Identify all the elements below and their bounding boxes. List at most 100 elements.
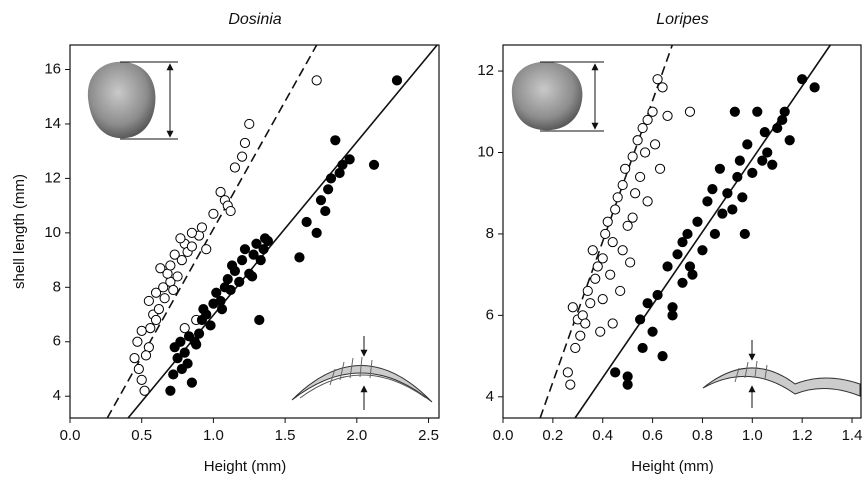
data-point	[186, 241, 197, 252]
data-point	[642, 114, 653, 126]
data-point	[677, 236, 688, 248]
data-point	[602, 216, 613, 227]
data-point	[198, 303, 209, 315]
data-point	[244, 118, 255, 130]
data-point	[622, 371, 633, 382]
data-point	[225, 284, 236, 296]
data-point	[320, 205, 331, 217]
x-tick-label: 0.0	[60, 427, 81, 444]
data-point	[657, 351, 668, 362]
data-point	[193, 328, 205, 339]
y-tick-label: 6	[53, 333, 61, 350]
data-point	[143, 295, 154, 307]
y-tick-label: 8	[53, 278, 61, 295]
data-point	[595, 326, 606, 337]
x-tick-label: 0.4	[592, 427, 613, 444]
x-tick-label: 2.0	[346, 427, 367, 444]
data-point	[607, 236, 618, 248]
data-point	[707, 184, 718, 195]
data-point	[752, 106, 763, 117]
data-point	[617, 179, 628, 191]
data-point	[632, 135, 643, 146]
data-point	[136, 325, 147, 336]
plot-frame	[69, 44, 440, 419]
data-point	[605, 269, 616, 280]
data-point	[652, 289, 663, 301]
data-point	[709, 228, 721, 240]
data-point	[196, 222, 208, 233]
data-point	[597, 253, 608, 264]
data-point	[169, 249, 180, 260]
data-point	[575, 330, 586, 341]
data-point	[344, 154, 355, 165]
data-point	[182, 358, 193, 369]
data-point	[637, 342, 648, 354]
data-point	[592, 261, 603, 272]
y-tick-label: 14	[44, 115, 61, 132]
data-point	[809, 82, 820, 93]
data-point	[175, 233, 186, 244]
data-point	[229, 162, 241, 173]
data-point	[742, 139, 753, 150]
data-point	[189, 336, 200, 347]
data-point	[784, 135, 795, 146]
data-point	[684, 106, 696, 117]
data-point	[797, 74, 808, 85]
x-tick-label: 0.8	[692, 427, 713, 444]
y-tick-label: 4	[486, 388, 494, 405]
data-point	[133, 363, 144, 375]
data-point	[637, 122, 648, 134]
data-point	[175, 336, 186, 347]
data-point	[205, 320, 216, 331]
data-point	[325, 173, 337, 184]
data-point	[732, 171, 743, 183]
data-point	[216, 303, 228, 315]
data-point	[677, 277, 688, 288]
data-point	[158, 282, 169, 293]
data-point	[239, 244, 251, 255]
data-point	[667, 302, 678, 313]
data-point	[258, 244, 269, 255]
data-point	[248, 249, 259, 260]
data-point	[757, 155, 768, 166]
y-axis-label: shell length (mm)	[11, 174, 28, 289]
data-point	[729, 106, 740, 117]
data-point	[159, 293, 170, 304]
data-point	[254, 314, 265, 326]
data-point	[779, 106, 790, 117]
data-point	[234, 276, 245, 287]
data-point	[734, 155, 745, 166]
data-point	[635, 171, 646, 183]
x-tick-label: 2.5	[418, 427, 439, 444]
shell-section-diagram	[291, 336, 433, 410]
data-point	[140, 350, 152, 361]
data-point	[129, 353, 140, 364]
data-point	[172, 271, 183, 282]
data-point	[612, 192, 623, 203]
x-tick-label: 0.2	[542, 427, 563, 444]
data-point	[580, 318, 591, 329]
y-tick-label: 12	[477, 62, 494, 79]
data-point	[562, 367, 573, 378]
data-point	[582, 285, 593, 297]
shell-photo	[87, 61, 178, 140]
data-point	[647, 106, 658, 117]
data-point	[717, 208, 728, 219]
x-tick-label: 1.4	[842, 427, 862, 444]
data-point	[186, 227, 197, 238]
data-point	[236, 254, 248, 266]
chart-title: Loripes	[656, 11, 708, 28]
data-point	[607, 318, 618, 329]
data-point	[311, 75, 322, 86]
data-point	[610, 367, 621, 378]
plot-frame	[502, 44, 862, 419]
y-tick-label: 16	[44, 60, 61, 77]
data-point	[615, 285, 626, 297]
data-point	[654, 163, 666, 174]
data-point	[747, 167, 758, 178]
data-point	[630, 188, 641, 199]
data-point	[622, 220, 633, 231]
data-point	[642, 196, 653, 207]
data-point	[330, 135, 341, 146]
data-point	[739, 228, 750, 240]
